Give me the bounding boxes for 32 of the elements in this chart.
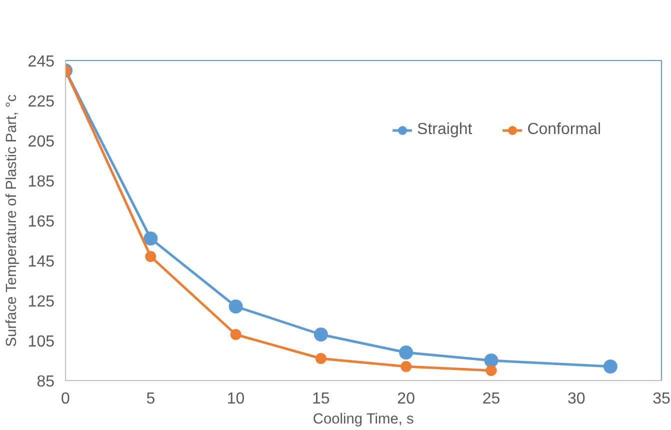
- x-tick-label: 0: [61, 390, 70, 408]
- point: [230, 329, 242, 340]
- x-tick-label: 5: [146, 390, 156, 408]
- y-tick-label: 165: [28, 214, 55, 230]
- point: [228, 300, 243, 314]
- point: [486, 365, 497, 376]
- point: [484, 354, 498, 368]
- legend-label: Conformal: [527, 121, 601, 139]
- y-tick-label: 105: [28, 334, 55, 350]
- y-tick-label: 85: [36, 374, 55, 390]
- point: [314, 328, 328, 342]
- point: [399, 346, 414, 360]
- y-tick-label: 185: [28, 174, 55, 190]
- point: [400, 361, 412, 372]
- point: [315, 353, 326, 364]
- point: [144, 232, 158, 246]
- point: [603, 360, 618, 374]
- x-tick-label: 35: [652, 390, 670, 408]
- y-tick-label: 125: [28, 294, 55, 310]
- x-axis-title: Cooling Time, s: [312, 412, 414, 428]
- x-tick-label: 25: [482, 390, 500, 408]
- point: [145, 251, 156, 262]
- x-tick-label: 10: [226, 390, 245, 408]
- y-tick-label: 145: [28, 254, 55, 270]
- y-tick-label: 245: [28, 54, 55, 70]
- x-tick-label: 30: [567, 390, 586, 408]
- y-axis-title: Surface Temperature of Plastic Part, °c: [4, 94, 20, 347]
- x-tick-label: 20: [397, 390, 416, 408]
- y-tick-label: 225: [28, 94, 55, 110]
- y-tick-label: 205: [28, 134, 55, 150]
- x-tick-label: 15: [312, 390, 330, 408]
- legend-label: Straight: [417, 121, 472, 139]
